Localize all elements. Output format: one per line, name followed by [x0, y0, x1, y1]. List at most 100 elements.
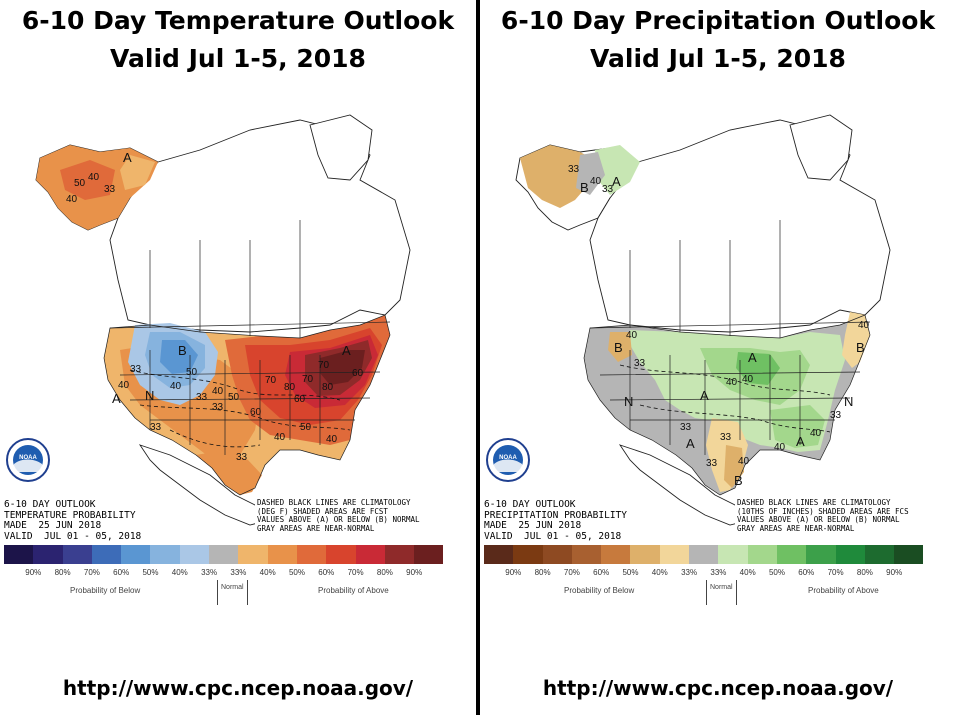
- temperature-colorbar-ticks: 90% 80% 70% 60% 50% 40% 33% 33% 40% 50% 60% 70% 80% 9…: [4, 568, 474, 580]
- colorbar-swatch: [62, 545, 92, 564]
- map-label: 33: [104, 184, 116, 195]
- colorbar-tick-label: 33%: [230, 568, 247, 577]
- map-label: 80: [322, 382, 334, 393]
- map-label: 40: [858, 320, 870, 331]
- meta-line: 6-10 DAY OUTLOOK: [4, 499, 96, 510]
- map-label: 60: [250, 407, 262, 418]
- colorbar-tick-label: 90%: [886, 568, 903, 577]
- map-label: 40: [118, 380, 130, 391]
- map-label: 50: [228, 392, 240, 403]
- meta-line: 6-10 DAY OUTLOOK: [484, 499, 576, 510]
- boundary-lines: [103, 220, 391, 496]
- noaa-logo-text: NOAA: [19, 455, 37, 461]
- temperature-map: A 40 33 50 40 B 50 40 33 N A 40 33 50 40…: [35, 114, 411, 526]
- map-label: 33: [150, 422, 162, 433]
- precipitation-map-note: DASHED BLACK LINES ARE CLIMATOLOGY (10TH…: [735, 498, 911, 535]
- temperature-panel: 6-10 Day Temperature Outlook Valid Jul 1…: [0, 0, 476, 715]
- map-label: B: [734, 473, 743, 488]
- map-label: 50: [186, 367, 198, 378]
- temperature-map-note: DASHED BLACK LINES ARE CLIMATOLOGY (DEG …: [255, 498, 422, 535]
- colorbar-swatch: [209, 545, 239, 564]
- map-label: 40: [274, 432, 286, 443]
- colorbar-swatch: [484, 545, 514, 564]
- colorbar-tick-label: 80%: [856, 568, 873, 577]
- colorbar-swatch: [326, 545, 356, 564]
- map-label: 40: [810, 428, 822, 439]
- boundary-lines: [583, 220, 871, 496]
- colorbar-swatch: [384, 545, 415, 564]
- colorbar-tick-label: 40%: [651, 568, 668, 577]
- noaa-logo: NOAA: [6, 438, 50, 487]
- colorbar-tick-label: 33%: [710, 568, 727, 577]
- noaa-logo: NOAA: [486, 438, 530, 487]
- colorbar-tick-label: 90%: [406, 568, 423, 577]
- cpc-url[interactable]: http://www.cpc.ncep.noaa.gov/: [542, 676, 894, 700]
- meta-line: VALID JUL 01 - 05, 2018: [4, 530, 142, 542]
- map-label: 33: [634, 358, 646, 369]
- colorbar-swatch: [238, 545, 268, 564]
- precipitation-map: 33 B 40 33 A B 40 33 N A 33 40 A 40 A 33…: [515, 114, 891, 526]
- map-label: B: [856, 340, 865, 355]
- noaa-logo-text: NOAA: [499, 455, 517, 461]
- map-label: 33: [680, 422, 692, 433]
- map-label: 33: [602, 184, 614, 195]
- map-label: 60: [294, 394, 306, 405]
- map-label: 70: [265, 375, 277, 386]
- colorbar-tick-label: 90%: [505, 568, 522, 577]
- map-label: A: [748, 350, 757, 365]
- map-label: 40: [170, 381, 182, 392]
- map-text-labels: 33 B 40 33 A B 40 33 N A 33 40 A 40 A 33…: [568, 164, 870, 488]
- precipitation-colorbar: [484, 545, 924, 564]
- colorbar-tick-label: 50%: [142, 568, 159, 577]
- map-label: 40: [626, 330, 638, 341]
- meta-line: VALID JUL 01 - 05, 2018: [484, 530, 622, 542]
- colorbar-swatch: [150, 545, 180, 564]
- map-label: B: [178, 343, 187, 358]
- colorbar-swatch: [718, 545, 748, 564]
- colorbar-tick-label: 33%: [201, 568, 218, 577]
- map-label: 33: [236, 452, 248, 463]
- map-label: 33: [830, 410, 842, 421]
- colorbar-tick-label: 80%: [376, 568, 393, 577]
- colorbar-swatch: [864, 545, 895, 564]
- precipitation-title: 6-10 Day Precipitation Outlook: [500, 6, 936, 35]
- colorbar-swatch: [542, 545, 572, 564]
- map-label: 60: [352, 368, 364, 379]
- map-label: 40: [66, 194, 78, 205]
- temperature-valid-dates: Valid Jul 1-5, 2018: [110, 44, 366, 73]
- map-label: 40: [212, 386, 224, 397]
- colorbar-tick-label: 70%: [347, 568, 364, 577]
- climatology-lines: [129, 369, 351, 448]
- colorbar-swatch: [776, 545, 807, 564]
- map-label: N: [145, 388, 154, 403]
- colorbar-tick-label: 33%: [681, 568, 698, 577]
- colorbar-tick-label: 50%: [622, 568, 639, 577]
- conus-shading: [104, 315, 390, 495]
- probability-above-label: Probability of Above: [808, 586, 879, 595]
- panel-divider: [474, 0, 480, 715]
- map-label: 40: [326, 434, 338, 445]
- probability-below-label: Probability of Below: [70, 586, 141, 595]
- temperature-outlook-metadata: 6-10 DAY OUTLOOK TEMPERATURE PROBABILITY M…: [4, 499, 142, 542]
- map-label: 33: [568, 164, 580, 175]
- meta-line: MADE 25 JUN 2018: [484, 520, 582, 531]
- colorbar-tick-label: 70%: [83, 568, 100, 577]
- climatology-lines: [619, 364, 831, 433]
- map-text-labels: A 40 33 50 40 B 50 40 33 N A 40 33 50 40…: [66, 150, 364, 463]
- map-label: A: [123, 150, 132, 165]
- colorbar-swatch: [355, 545, 385, 564]
- map-label: 40: [742, 374, 754, 385]
- map-label: 33: [720, 432, 732, 443]
- colorbar-tick-label: 60%: [318, 568, 335, 577]
- colorbar-swatch: [414, 545, 444, 564]
- map-label: 40: [738, 456, 750, 467]
- colorbar-swatch: [179, 545, 210, 564]
- colorbar-swatch: [601, 545, 631, 564]
- map-label: 70: [302, 374, 314, 385]
- map-label: 33: [212, 402, 224, 413]
- map-label: A: [112, 391, 121, 406]
- colorbar-tick-label: 80%: [54, 568, 71, 577]
- colorbar-tick-label: 60%: [113, 568, 130, 577]
- cpc-url[interactable]: http://www.cpc.ncep.noaa.gov/: [62, 676, 414, 700]
- colorbar-swatch: [121, 545, 151, 564]
